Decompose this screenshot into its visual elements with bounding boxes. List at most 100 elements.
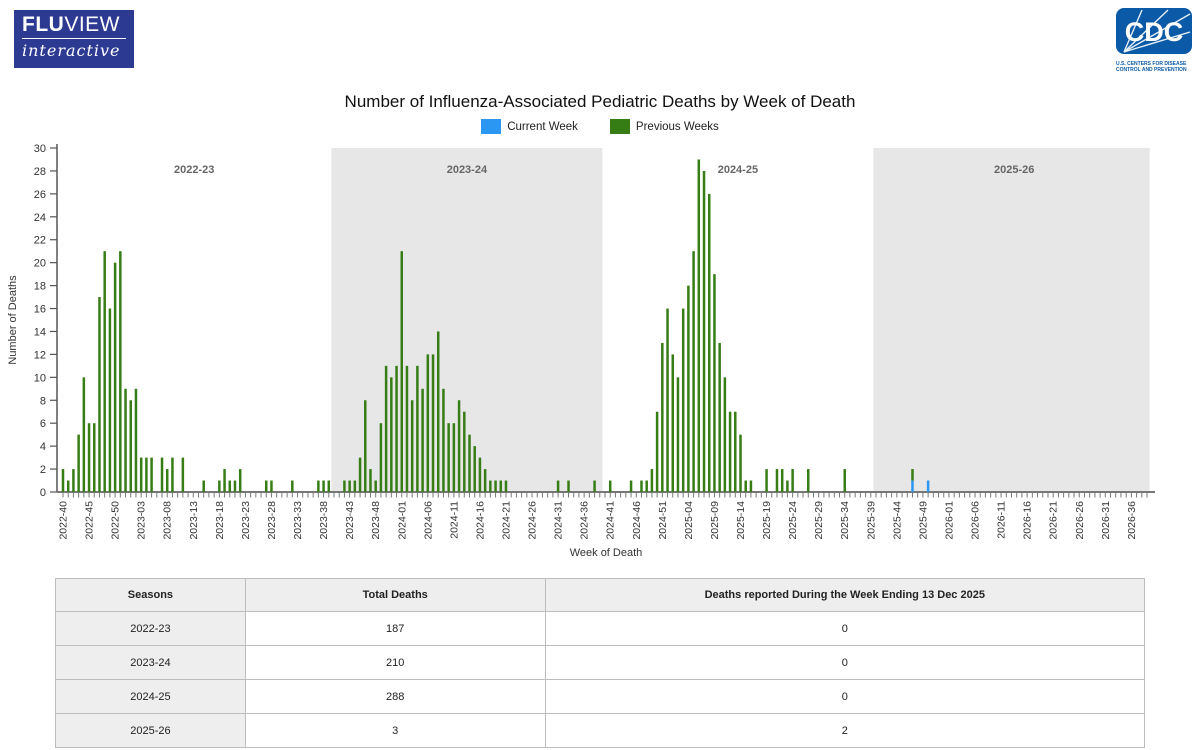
deaths-bar-2024-01[interactable] — [400, 251, 404, 492]
deaths-bar-2023-04[interactable] — [145, 457, 148, 492]
deaths-bar-2025-27[interactable] — [807, 469, 810, 492]
deaths-bar-2024-20[interactable] — [499, 480, 503, 492]
current-week-bar-2025-50[interactable] — [926, 480, 930, 492]
deaths-bar-2024-16[interactable] — [478, 457, 482, 492]
deaths-bar-2024-19[interactable] — [494, 480, 497, 492]
deaths-bar-2025-09[interactable] — [713, 274, 716, 492]
deaths-bar-2024-10[interactable] — [447, 423, 450, 492]
deaths-bar-2022-45[interactable] — [87, 423, 91, 492]
deaths-bar-2025-19[interactable] — [765, 469, 768, 492]
deaths-bar-2023-15[interactable] — [202, 480, 205, 492]
deaths-bar-2023-01[interactable] — [129, 400, 133, 492]
deaths-bar-2023-28[interactable] — [270, 480, 273, 492]
deaths-bar-2023-11[interactable] — [181, 457, 185, 492]
deaths-bar-2025-06[interactable] — [697, 159, 701, 492]
deaths-bar-2025-07[interactable] — [702, 170, 706, 492]
deaths-bar-2022-44[interactable] — [82, 377, 86, 492]
deaths-bar-2024-49[interactable] — [650, 469, 654, 492]
deaths-bar-2022-50[interactable] — [113, 262, 117, 492]
deaths-bar-2024-48[interactable] — [645, 480, 648, 492]
deaths-bar-2024-08[interactable] — [436, 331, 440, 492]
deaths-bar-2023-32[interactable] — [291, 480, 294, 492]
deaths-bar-2023-03[interactable] — [139, 457, 143, 492]
deaths-bar-2022-52[interactable] — [124, 388, 127, 492]
deaths-bar-2023-38[interactable] — [322, 480, 325, 492]
deaths-bar-2022-42[interactable] — [72, 469, 75, 492]
deaths-bar-2023-51[interactable] — [390, 377, 393, 492]
deaths-bar-2024-50[interactable] — [655, 411, 659, 492]
deaths-bar-2024-31[interactable] — [556, 480, 560, 492]
deaths-bar-2024-06[interactable] — [426, 354, 430, 492]
deaths-bar-2024-18[interactable] — [489, 480, 492, 492]
deaths-bar-2023-27[interactable] — [265, 480, 268, 492]
deaths-bar-2025-21[interactable] — [775, 469, 779, 492]
deaths-bar-2024-52[interactable] — [666, 308, 669, 492]
deaths-bar-2022-49[interactable] — [108, 308, 112, 492]
deaths-bar-2023-50[interactable] — [384, 365, 388, 492]
deaths-bar-2023-20[interactable] — [228, 480, 232, 492]
deaths-bar-2023-07[interactable] — [160, 457, 164, 492]
deaths-bar-2024-02[interactable] — [405, 365, 409, 492]
deaths-bar-2023-39[interactable] — [327, 480, 331, 492]
deaths-bar-2024-09[interactable] — [442, 388, 445, 492]
deaths-bar-2023-47[interactable] — [369, 469, 372, 492]
deaths-bar-2023-48[interactable] — [374, 480, 377, 492]
deaths-bar-2024-03[interactable] — [410, 400, 414, 492]
deaths-bar-2025-12[interactable] — [728, 411, 732, 492]
deaths-bar-2024-45[interactable] — [629, 480, 633, 492]
deaths-bar-2023-19[interactable] — [223, 469, 226, 492]
deaths-bar-2023-46[interactable] — [364, 400, 367, 492]
deaths-bar-2024-12[interactable] — [457, 400, 461, 492]
deaths-bar-2023-18[interactable] — [218, 480, 221, 492]
deaths-bar-2025-47[interactable] — [911, 469, 914, 481]
deaths-bar-2023-21[interactable] — [233, 480, 237, 492]
deaths-bar-2025-11[interactable] — [723, 377, 727, 492]
deaths-bar-2024-13[interactable] — [463, 411, 466, 492]
deaths-bar-2023-08[interactable] — [165, 469, 169, 492]
deaths-bar-2025-24[interactable] — [791, 469, 794, 492]
deaths-bar-2024-41[interactable] — [608, 480, 612, 492]
deaths-bar-2024-11[interactable] — [452, 423, 456, 492]
fluview-logo[interactable]: FLUVIEW interactive — [14, 10, 134, 68]
deaths-bar-2024-14[interactable] — [468, 434, 471, 492]
deaths-bar-2022-51[interactable] — [119, 251, 122, 492]
deaths-bar-2022-43[interactable] — [77, 434, 80, 492]
legend-item-current-week[interactable]: Current Week — [481, 119, 578, 134]
current-week-bar-2025-47[interactable] — [911, 480, 914, 492]
deaths-bar-2025-08[interactable] — [707, 193, 711, 492]
deaths-bar-2025-02[interactable] — [676, 377, 680, 492]
deaths-bar-2023-42[interactable] — [343, 480, 346, 492]
cdc-logo[interactable]: CDC U.S. CENTERS FOR DISEASE CONTROL AND… — [1116, 8, 1192, 73]
deaths-bar-2022-41[interactable] — [66, 480, 70, 492]
deaths-bar-2023-43[interactable] — [348, 480, 351, 492]
deaths-bar-2023-05[interactable] — [150, 457, 153, 492]
deaths-bar-2025-22[interactable] — [780, 469, 784, 492]
deaths-bar-2025-10[interactable] — [718, 342, 721, 492]
deaths-bar-2025-05[interactable] — [692, 251, 695, 492]
deaths-bar-2024-33[interactable] — [567, 480, 570, 492]
deaths-bar-2025-15[interactable] — [744, 480, 747, 492]
deaths-bar-2024-04[interactable] — [416, 365, 419, 492]
deaths-bar-2025-14[interactable] — [739, 434, 742, 492]
legend-item-previous-weeks[interactable]: Previous Weeks — [609, 119, 719, 134]
deaths-bar-2025-13[interactable] — [734, 411, 737, 492]
deaths-bar-2023-09[interactable] — [171, 457, 174, 492]
deaths-bar-2023-02[interactable] — [134, 388, 138, 492]
deaths-bar-2024-51[interactable] — [661, 342, 664, 492]
deaths-bar-2022-47[interactable] — [98, 297, 101, 492]
deaths-bar-2025-23[interactable] — [786, 480, 789, 492]
deaths-bar-2025-03[interactable] — [681, 308, 685, 492]
deaths-bar-2024-17[interactable] — [483, 469, 487, 492]
deaths-bar-2024-21[interactable] — [504, 480, 508, 492]
deaths-bar-2025-01[interactable] — [671, 354, 675, 492]
deaths-bar-2022-48[interactable] — [103, 251, 106, 492]
deaths-bar-2024-47[interactable] — [640, 480, 643, 492]
deaths-bar-2025-34[interactable] — [843, 469, 846, 492]
deaths-bar-2023-37[interactable] — [317, 480, 320, 492]
deaths-bar-2025-16[interactable] — [749, 480, 753, 492]
deaths-bar-2024-07[interactable] — [431, 354, 435, 492]
deaths-bar-2022-46[interactable] — [93, 423, 96, 492]
deaths-bar-2022-40[interactable] — [61, 469, 65, 492]
deaths-bar-2024-05[interactable] — [421, 388, 424, 492]
deaths-bar-2024-38[interactable] — [593, 480, 596, 492]
